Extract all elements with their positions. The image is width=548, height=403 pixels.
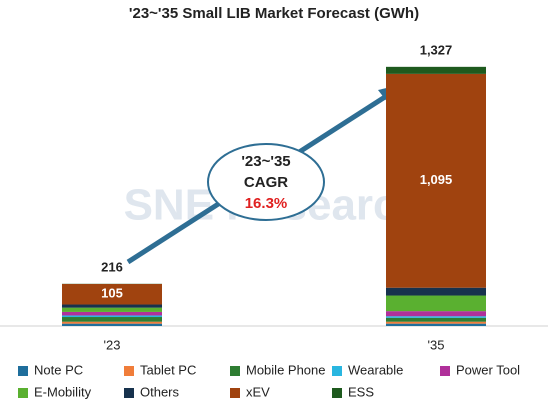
bar-segment [386,323,486,326]
cagr-value: 16.3% [245,195,288,212]
legend-swatch [124,366,134,376]
cagr-period: '23~'35 [241,153,290,170]
bar-segment [62,284,162,305]
bar-segment [386,287,486,296]
bar-segment [386,317,486,322]
legend-swatch [440,366,450,376]
legend-label: Mobile Phone [246,362,326,377]
bar-segment [62,323,162,326]
value-label: 105 [101,286,123,301]
legend-swatch [230,388,240,398]
legend-label: Note PC [34,362,83,377]
legend-label: Others [140,384,180,399]
legend-label: Wearable [348,362,403,377]
cagr-label: CAGR [244,174,288,191]
legend-label: Power Tool [456,362,520,377]
bar-segment [386,311,486,317]
total-label: 216 [101,259,123,274]
x-tick-label: '23 [104,337,121,352]
x-tick-label: '35 [428,337,445,352]
legend-swatch [230,366,240,376]
legend-label: E-Mobility [34,384,92,399]
legend-swatch [124,388,134,398]
legend-swatch [332,388,342,398]
legend-label: xEV [246,384,270,399]
bar-segment [62,307,162,312]
bar-segment [386,316,486,318]
chart-title: '23~'35 Small LIB Market Forecast (GWh) [129,5,419,22]
legend-swatch [18,388,28,398]
bar-segment [62,317,162,322]
legend-label: Tablet PC [140,362,196,377]
bar-segment [62,315,162,318]
legend-label: ESS [348,384,374,399]
total-label: 1,327 [420,42,453,57]
value-label: 1,095 [420,172,453,187]
bar-segment [386,295,486,312]
legend-swatch [332,366,342,376]
bar-segment [386,73,486,288]
bar-segment [62,321,162,324]
legend-swatch [18,366,28,376]
bar-segment [62,304,162,308]
cagr-bubble [207,143,325,221]
bar-segment [386,321,486,324]
bar-segment [386,66,486,74]
bar-segment [62,311,162,316]
